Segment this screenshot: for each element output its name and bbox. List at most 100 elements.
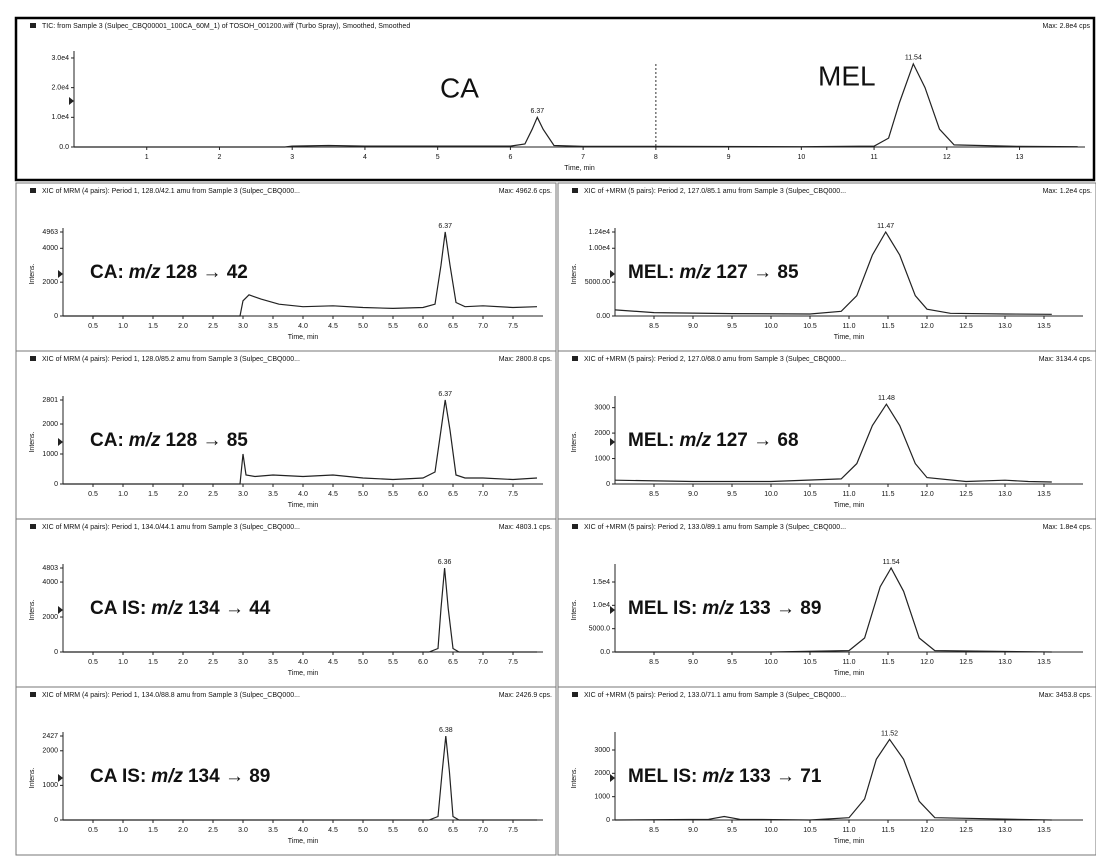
y-tick-label: 0.0	[59, 144, 69, 151]
y-axis-label: Intens.	[29, 767, 36, 788]
x-tick-label: 13.5	[1037, 827, 1051, 834]
x-tick-label: 12.5	[959, 491, 973, 498]
peak-label: 6.37	[438, 391, 452, 398]
x-tick-label: 10.5	[803, 827, 817, 834]
x-tick-label: 8	[654, 154, 658, 161]
panel-title: XIC of +MRM (5 pairs): Period 2, 133.0/8…	[584, 524, 846, 531]
max-label: Max: 4962.6 cps.	[499, 188, 552, 195]
x-tick-label: 11.5	[881, 323, 894, 330]
y-tick-label: 1.00e4	[589, 245, 611, 252]
x-tick-label: 8.5	[649, 827, 659, 834]
panel-title: XIC of MRM (4 pairs): Period 1, 134.0/44…	[42, 524, 300, 531]
x-tick-label: 9.0	[688, 659, 698, 666]
x-tick-label: 11.0	[842, 659, 855, 666]
y-tick-label: 0	[606, 481, 610, 488]
transition-label-part: 133 → 71	[739, 766, 822, 787]
x-tick-label: 5.5	[388, 323, 398, 330]
x-tick-label: 13.5	[1037, 659, 1051, 666]
trace	[615, 566, 1052, 653]
x-tick-label: 9.0	[688, 827, 698, 834]
y-axis-marker	[610, 606, 615, 614]
y-axis-marker	[58, 270, 63, 278]
x-tick-label: 1.0	[118, 659, 128, 666]
x-tick-label: 9.0	[688, 491, 698, 498]
max-label: Max: 2800.8 cps.	[499, 356, 552, 363]
x-tick-label: 5.0	[358, 659, 368, 666]
x-tick-label: 13.0	[998, 323, 1012, 330]
panel-title: XIC of MRM (4 pairs): Period 1, 134.0/88…	[42, 692, 300, 699]
trace	[614, 738, 1052, 821]
x-tick-label: 6.0	[418, 323, 428, 330]
x-tick-label: 10.0	[764, 827, 778, 834]
x-tick-label: 12.0	[920, 827, 934, 834]
x-tick-label: 12.5	[959, 827, 973, 834]
x-tick-label: 3.5	[268, 491, 278, 498]
y-axis-label: Intens.	[29, 263, 36, 284]
trace	[63, 567, 537, 653]
x-axis-label: Time, min	[834, 502, 865, 509]
x-tick-label: 11.0	[842, 827, 855, 834]
max-label: Max: 4803.1 cps.	[499, 524, 552, 531]
y-tick-label: 1.0e4	[51, 114, 69, 121]
y-tick-label: 2.0e4	[51, 84, 69, 91]
transition-label-part: 127 → 68	[716, 430, 798, 451]
peak-label: 6.37	[438, 223, 452, 230]
y-tick-label: 0	[54, 313, 58, 320]
y-axis-marker	[610, 774, 615, 782]
y-tick-label: 2801	[42, 397, 58, 404]
transition-label-part: m/z	[129, 262, 161, 283]
x-axis-label: Time, min	[288, 502, 319, 509]
y-tick-label: 3000	[594, 404, 610, 411]
x-tick-label: 4.0	[298, 827, 308, 834]
x-axis-label: Time, min	[564, 165, 595, 172]
x-tick-label: 4	[363, 154, 367, 161]
x-tick-label: 13.5	[1037, 323, 1051, 330]
x-tick-label: 3.0	[238, 659, 248, 666]
peak-label: 6.38	[439, 727, 453, 734]
x-tick-label: 5.0	[358, 323, 368, 330]
x-tick-label: 7.5	[508, 827, 518, 834]
x-tick-label: 9.0	[688, 323, 698, 330]
trace	[614, 403, 1052, 483]
compound-label: CA	[440, 72, 479, 103]
transition-label-part: m/z	[129, 430, 161, 451]
x-tick-label: 13.0	[998, 491, 1012, 498]
peak-label: 11.52	[881, 730, 898, 737]
x-tick-label: 6.5	[448, 827, 458, 834]
peak-label: 11.48	[878, 395, 895, 402]
x-tick-label: 2.0	[178, 491, 188, 498]
x-tick-label: 8.5	[649, 323, 659, 330]
x-tick-label: 5.5	[388, 827, 398, 834]
transition-label-part: m/z	[679, 262, 711, 283]
x-tick-label: 7.0	[478, 659, 488, 666]
x-axis-label: Time, min	[834, 334, 865, 341]
x-tick-label: 6	[508, 154, 512, 161]
y-tick-label: 1.0e4	[592, 602, 610, 609]
y-tick-label: 2000	[42, 614, 58, 621]
x-tick-label: 13.0	[998, 827, 1012, 834]
transition-label-part: m/z	[151, 766, 183, 787]
compound-label: MEL	[818, 60, 876, 91]
transition-label-part: MEL IS:	[628, 598, 697, 619]
x-tick-label: 12.0	[920, 659, 934, 666]
y-axis-label: Intens.	[571, 431, 578, 452]
y-axis-label: Intens.	[571, 767, 578, 788]
header-icon	[30, 188, 36, 193]
x-tick-label: 8.5	[649, 659, 659, 666]
y-tick-label: 2000	[42, 279, 58, 286]
x-tick-label: 0.5	[88, 827, 98, 834]
x-tick-label: 2.5	[208, 659, 218, 666]
x-tick-label: 5.5	[388, 491, 398, 498]
x-tick-label: 7	[581, 154, 585, 161]
y-tick-label: 1000	[42, 451, 58, 458]
x-tick-label: 9.5	[727, 323, 737, 330]
panel-border	[15, 686, 557, 856]
x-axis-label: Time, min	[288, 670, 319, 677]
x-tick-label: 1.0	[118, 491, 128, 498]
x-tick-label: 10	[797, 154, 805, 161]
transition-label-part: 134 → 44	[188, 598, 271, 619]
y-tick-label: 4000	[42, 245, 58, 252]
x-tick-label: 13.5	[1037, 491, 1051, 498]
x-tick-label: 0.5	[88, 659, 98, 666]
x-tick-label: 4.0	[298, 491, 308, 498]
